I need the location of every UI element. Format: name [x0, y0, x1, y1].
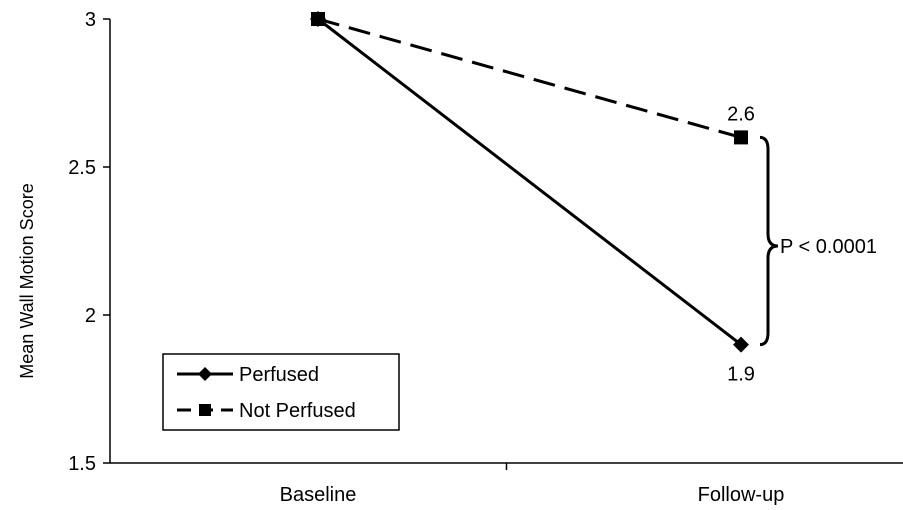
y-tick-label: 3 — [85, 9, 96, 31]
y-tick-label: 2 — [85, 305, 96, 327]
series-line-perfused — [317, 17, 742, 346]
series-layer — [310, 11, 749, 353]
legend-label-not-perfused: Not Perfused — [239, 400, 356, 422]
legend-marker-perfused — [198, 367, 212, 381]
series-line-not-perfused — [317, 17, 742, 139]
y-tick-label: 1.5 — [68, 453, 96, 475]
legend-marker-not-perfused — [199, 404, 211, 416]
legend-label-perfused: Perfused — [239, 364, 319, 386]
y-tick-label: 2.5 — [68, 157, 96, 179]
axes: 3 2.5 2 1.5 Baseline Follow-up Mean Wall Motio… — [17, 9, 903, 506]
data-point-not-perfused — [734, 130, 748, 145]
p-value-annotation: P < 0.0001 — [780, 236, 877, 258]
significance-bracket — [759, 135, 779, 347]
x-category-label: Follow-up — [698, 484, 785, 505]
x-category-label: Baseline — [280, 484, 357, 505]
labels-layer: 2.6 1.9 P < 0.0001 — [727, 103, 877, 385]
legend-box — [162, 353, 400, 431]
data-point-perfused — [733, 336, 749, 353]
legend: Perfused Not Perfused — [162, 353, 400, 431]
data-label: 1.9 — [727, 364, 755, 386]
y-axis-title: Mean Wall Motion Score — [17, 183, 37, 378]
data-point-not-perfused — [311, 12, 325, 26]
data-label: 2.6 — [727, 103, 755, 125]
